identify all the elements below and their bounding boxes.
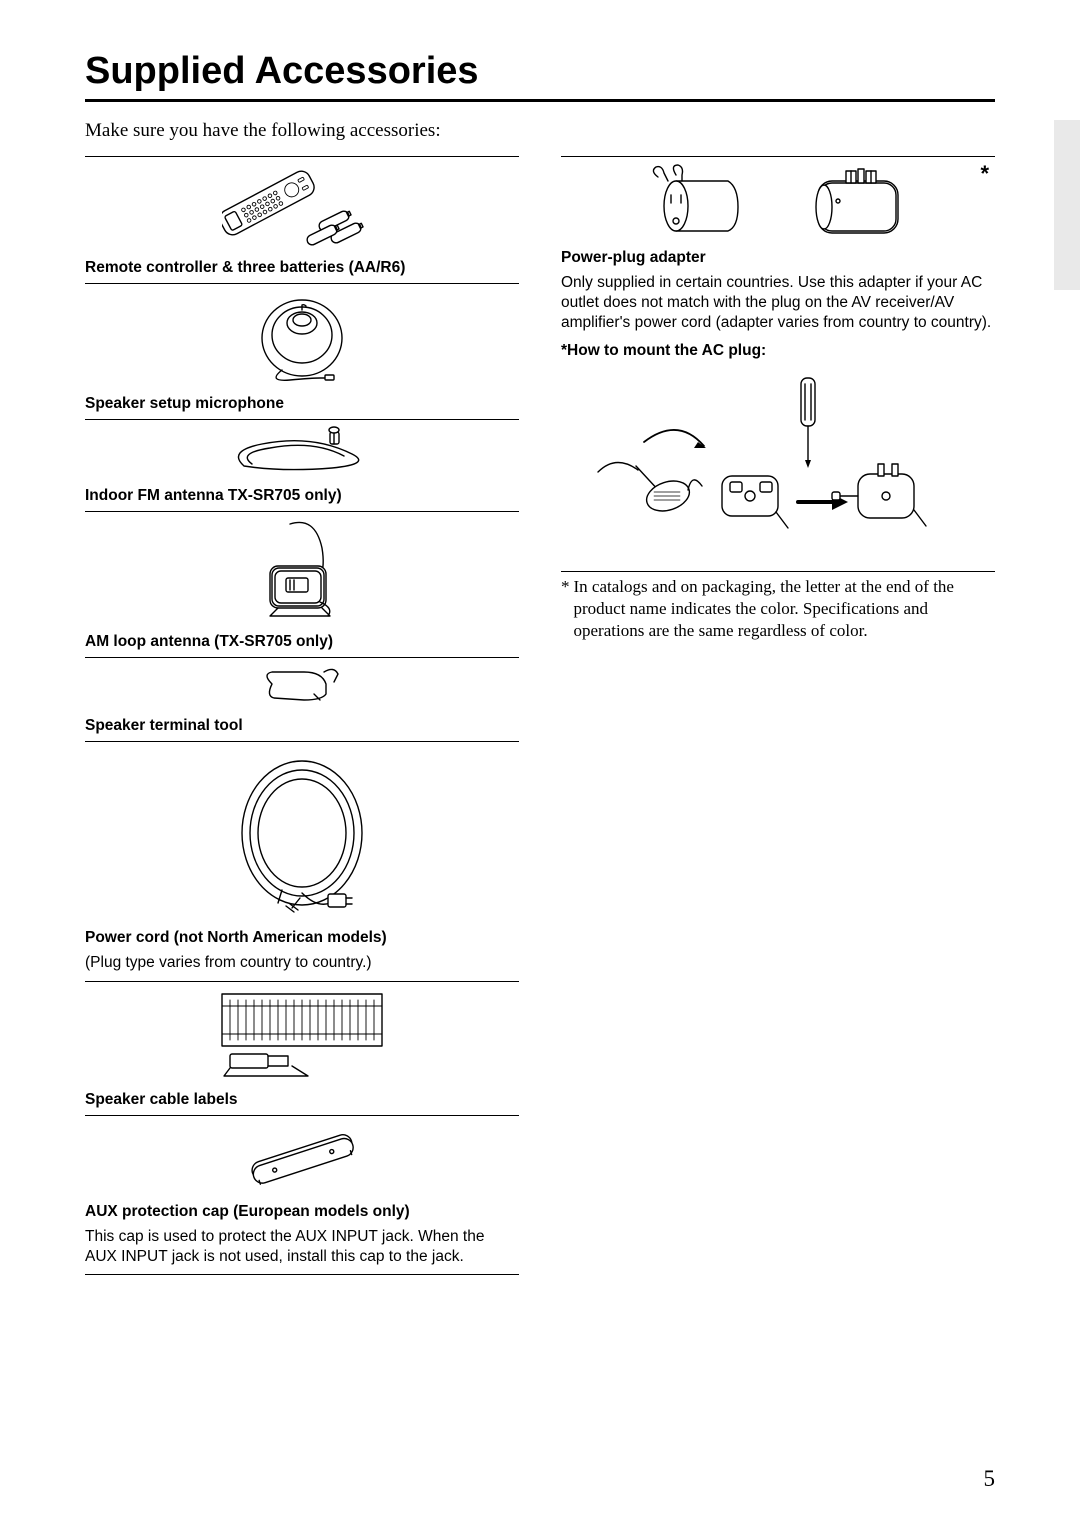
am-antenna-icon (242, 518, 362, 622)
plug-adapter-icon-2 (788, 163, 918, 243)
aux-cap-icon (232, 1122, 372, 1192)
accessory-terminal-tool: Speaker terminal tool (85, 657, 519, 741)
accessory-label: Power-plug adapter (561, 247, 995, 273)
accessory-mic: Speaker setup microphone (85, 283, 519, 419)
page-number: 5 (984, 1466, 996, 1492)
accessory-fm-antenna: Indoor FM antenna TX-SR705 only) (85, 419, 519, 511)
footnote: * In catalogs and on packaging, the lett… (561, 572, 995, 641)
accessory-power-cord: Power cord (not North American models) (… (85, 741, 519, 981)
accessory-label: Speaker setup microphone (85, 393, 519, 419)
accessory-aux-cap: AUX protection cap (European models only… (85, 1115, 519, 1276)
page-title: Supplied Accessories (85, 50, 995, 102)
left-column: Remote controller & three batteries (AA/… (85, 156, 519, 1275)
accessory-remote: Remote controller & three batteries (AA/… (85, 156, 519, 283)
cable-labels-icon (212, 988, 392, 1080)
accessory-desc: Only supplied in certain countries. Use … (561, 273, 995, 340)
accessory-label: AM loop antenna (TX-SR705 only) (85, 631, 519, 657)
accessory-label: Indoor FM antenna TX-SR705 only) (85, 485, 519, 511)
mount-plug-icon (588, 372, 968, 562)
accessory-cable-labels: Speaker cable labels (85, 981, 519, 1115)
accessory-label: Remote controller & three batteries (AA/… (85, 257, 519, 283)
fm-antenna-icon (222, 426, 382, 476)
mic-icon (242, 290, 362, 384)
accessory-plug-adapter: * Power-plug adapter Only supplied in ce… (561, 156, 995, 572)
asterisk-marker: * (980, 161, 989, 187)
accessory-label: Speaker cable labels (85, 1089, 519, 1115)
accessory-label: Power cord (not North American models) (85, 927, 519, 953)
accessory-label: AUX protection cap (European models only… (85, 1201, 519, 1227)
footnote-star: * (561, 576, 570, 641)
accessory-desc: This cap is used to protect the AUX INPU… (85, 1227, 519, 1275)
power-cord-icon (222, 748, 382, 918)
mount-label: *How to mount the AC plug: (561, 340, 995, 366)
accessory-am-antenna: AM loop antenna (TX-SR705 only) (85, 511, 519, 657)
side-tab (1054, 120, 1080, 290)
accessory-desc: (Plug type varies from country to countr… (85, 953, 519, 981)
accessory-label: Speaker terminal tool (85, 715, 519, 741)
terminal-tool-icon (252, 664, 352, 706)
right-column: * Power-plug adapter Only supplied in ce… (561, 156, 995, 1275)
plug-adapter-icon-1 (638, 163, 758, 243)
intro-text: Make sure you have the following accesso… (85, 120, 995, 142)
footnote-text: In catalogs and on packaging, the letter… (574, 576, 996, 641)
remote-icon (222, 163, 382, 248)
